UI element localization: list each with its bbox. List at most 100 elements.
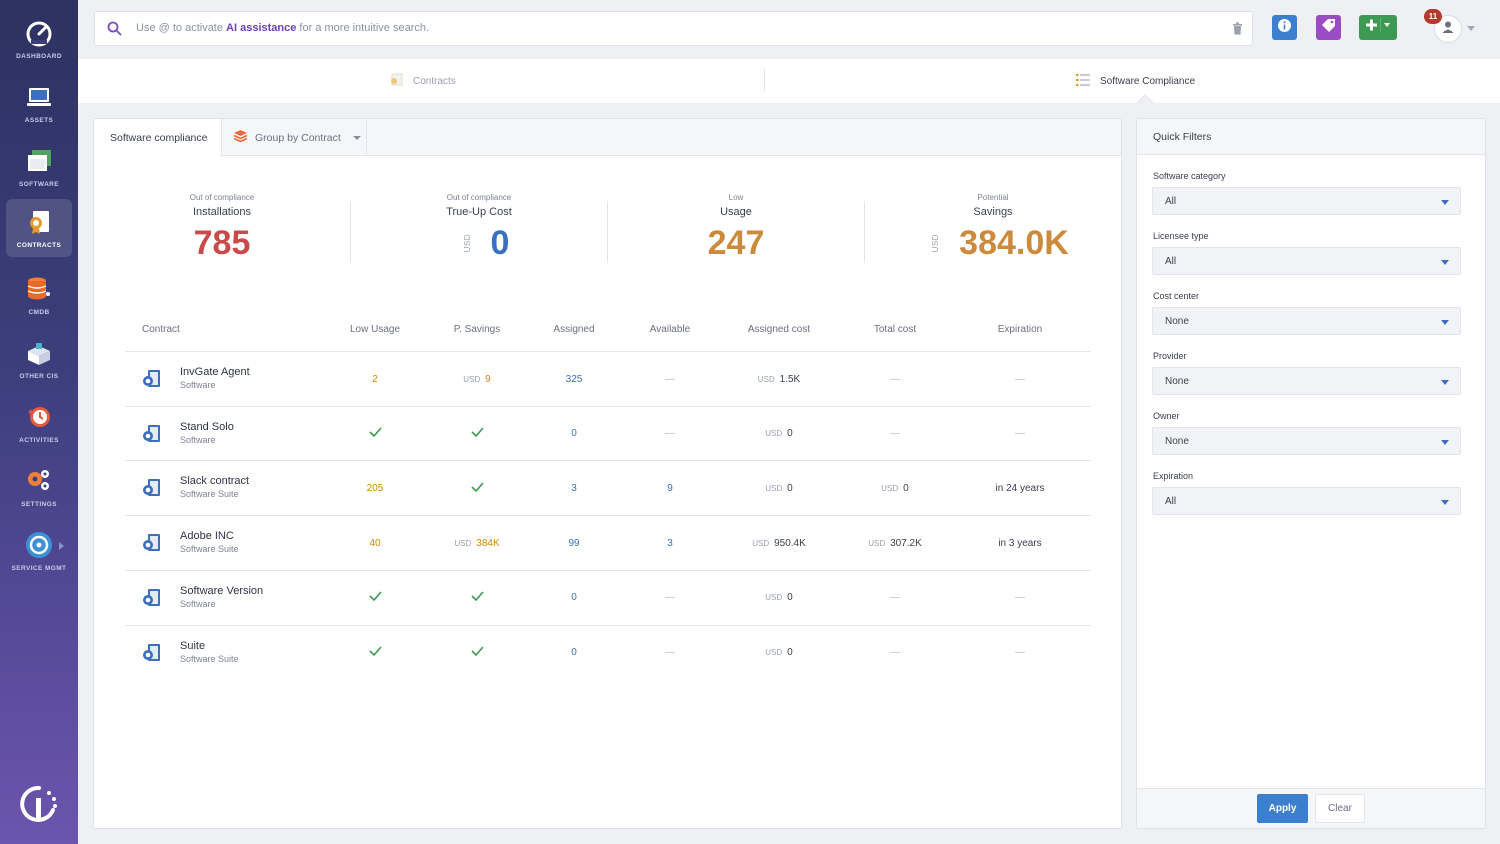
contract-name[interactable]: Adobe INC [180, 530, 234, 543]
currency-label: USD [454, 538, 472, 548]
expand-arrow-icon[interactable] [59, 542, 64, 550]
tag-button[interactable] [1316, 15, 1341, 40]
column-header-assigned-cost[interactable]: Assigned cost [747, 324, 811, 335]
kpi-value: 0 [490, 224, 510, 262]
column-header-expiration[interactable]: Expiration [997, 324, 1043, 335]
table-row[interactable]: InvGate Agent Software 2 USD 9 325 — USD 1.5K — — [125, 351, 1091, 406]
contract-row-icon [142, 643, 162, 668]
tab-label: Software Compliance [1100, 75, 1196, 87]
selected-value: All [1165, 255, 1177, 267]
user-icon [1441, 20, 1455, 39]
search-input[interactable]: Use @ to activate AI assistance for a mo… [136, 22, 429, 34]
sidebar-item-label: SOFTWARE [18, 181, 60, 188]
kpi-usage: Low Usage 247 [608, 193, 864, 262]
column-header-available[interactable]: Available [649, 324, 691, 335]
cell-value: 0 [903, 482, 909, 494]
cell-available: — [620, 407, 720, 461]
trash-icon[interactable] [1232, 22, 1243, 40]
table-row[interactable]: Software Version Software 0 — USD 0 — — [125, 569, 1091, 625]
contract-type: Software [180, 434, 216, 445]
tab-divider [764, 69, 765, 91]
sidebar: DASHBOARD ASSETS SOFTWARE CONTRACTS CMDB… [0, 0, 78, 844]
info-icon [1277, 18, 1292, 38]
apply-button[interactable]: Apply [1257, 794, 1308, 823]
contract-name[interactable]: InvGate Agent [180, 366, 250, 378]
group-by-dropdown[interactable]: Group by Contract [222, 119, 367, 156]
filter-select-provider[interactable]: None [1152, 367, 1461, 395]
kpi-savings: Potential Savings USD 384.0K [865, 193, 1121, 262]
cell-expiration: — [970, 626, 1070, 680]
sidebar-item-label: CMDB [28, 309, 50, 316]
currency-label: USD [752, 538, 770, 548]
contract-name-cell: InvGate Agent Software [180, 352, 250, 406]
sidebar-item-other-cis[interactable]: OTHER CIS [6, 330, 72, 388]
kpi-value: 384.0K [959, 224, 1069, 262]
contract-name[interactable]: Stand Solo [180, 420, 234, 433]
table-row[interactable]: Stand Solo Software 0 — USD 0 — — [125, 405, 1091, 461]
table-row[interactable]: Adobe INC Software Suite 40 USD 384K 99 3 USD 95… [125, 515, 1091, 570]
global-search-bar[interactable]: Use @ to activate AI assistance for a mo… [94, 11, 1253, 46]
chevron-down-icon[interactable] [1467, 26, 1475, 31]
table-row[interactable]: Slack contract Software Suite 205 3 9 USD 0 USD… [125, 460, 1091, 515]
filter-label-licensee-type: Licensee type [1153, 231, 1209, 241]
table-row[interactable]: Suite Software Suite 0 — USD 0 — — [125, 624, 1091, 680]
speedometer-icon [24, 18, 54, 48]
cell-available: 9 [620, 461, 720, 515]
notification-badge[interactable]: 11 [1424, 9, 1442, 24]
cell-value: — [1015, 373, 1025, 385]
sidebar-item-service-mgmt[interactable]: SERVICE MGMT [6, 522, 72, 580]
tab-software-compliance-view[interactable]: Software compliance [94, 119, 222, 157]
column-header-contract[interactable]: Contract [142, 324, 180, 335]
sidebar-item-cmdb[interactable]: CMDB [6, 266, 72, 324]
column-header-assigned[interactable]: Assigned [553, 324, 595, 335]
currency-label: USD [757, 374, 775, 384]
quick-filters-panel: Quick Filters Software category All Lice… [1136, 118, 1486, 829]
cell-low-usage: 2 [325, 352, 425, 406]
filter-select-cost-center[interactable]: None [1152, 307, 1461, 335]
sidebar-item-activities[interactable]: ACTIVITIES [6, 394, 72, 452]
filter-select-software-category[interactable]: All [1152, 187, 1461, 215]
sidebar-item-settings[interactable]: SETTINGS [6, 458, 72, 516]
column-header-p-savings[interactable]: P. Savings [453, 324, 501, 335]
contract-name[interactable]: Suite [180, 639, 206, 652]
contract-doc-icon [390, 73, 403, 89]
sidebar-item-software[interactable]: SOFTWARE [6, 138, 72, 196]
clear-button[interactable]: Clear [1315, 794, 1365, 823]
filter-select-owner[interactable]: None [1152, 427, 1461, 455]
filter-select-expiration[interactable]: All [1152, 487, 1461, 515]
cell-expiration: in 3 years [970, 516, 1070, 570]
column-header-low-usage[interactable]: Low Usage [349, 324, 401, 335]
search-placeholder-suffix: for a more intuitive search. [296, 22, 430, 34]
quick-filters-title: Quick Filters [1137, 119, 1485, 155]
cell-value: 9 [485, 373, 491, 385]
column-header-total-cost[interactable]: Total cost [873, 324, 917, 335]
add-new-button[interactable] [1359, 15, 1397, 40]
contract-type: Software Suite [180, 653, 239, 664]
cell-value: — [890, 647, 900, 658]
cell-assigned-cost: USD 0 [729, 407, 829, 461]
filter-label-provider: Provider [1153, 351, 1187, 361]
filter-select-licensee-type[interactable]: All [1152, 247, 1461, 275]
tab-software-compliance[interactable]: Software Compliance [1076, 59, 1195, 103]
cell-value: 0 [787, 592, 793, 604]
cell-value: 384K [476, 537, 500, 549]
info-button[interactable] [1272, 15, 1297, 40]
sidebar-item-dashboard[interactable]: DASHBOARD [6, 10, 72, 68]
tab-contracts[interactable]: Contracts [390, 59, 456, 103]
list-icon [1076, 73, 1090, 89]
cell-value: — [665, 592, 675, 604]
cell-value: 0 [787, 428, 793, 440]
contract-type: Software Suite [180, 544, 239, 555]
cell-value: 9 [667, 482, 673, 494]
cell-expiration: — [970, 352, 1070, 406]
contract-name[interactable]: Software Version [180, 584, 264, 597]
cell-value: 950.4K [774, 537, 806, 549]
contract-name[interactable]: Slack contract [180, 475, 250, 488]
cell-value: 3 [667, 537, 673, 549]
kpi-value: 785 [193, 224, 251, 262]
sidebar-item-assets[interactable]: ASSETS [6, 74, 72, 132]
kpi-title: Installations [192, 206, 252, 218]
clock-history-icon [24, 402, 54, 432]
cell-value: 40 [369, 537, 381, 549]
sidebar-item-contracts[interactable]: CONTRACTS [6, 199, 72, 257]
